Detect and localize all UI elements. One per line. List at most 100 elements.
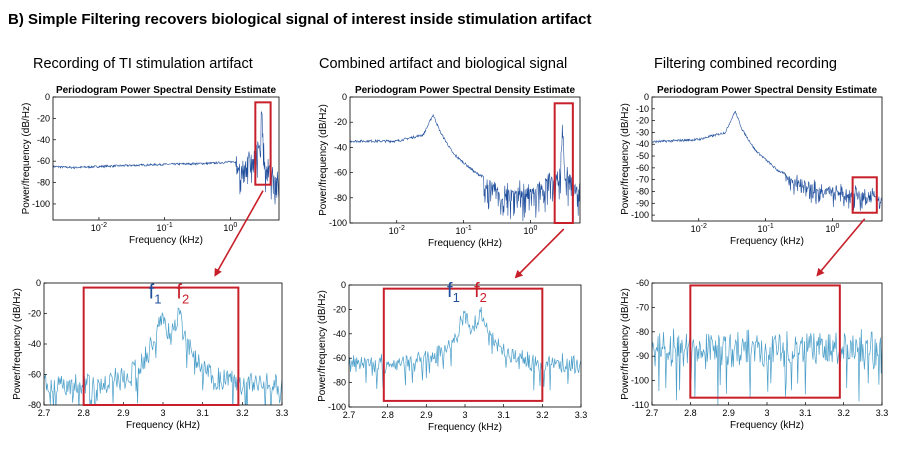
y-tick-label: -70 [636,302,649,312]
x-tick-label: 3.3 [876,408,889,418]
y-tick-label: -100 [631,376,649,386]
y-axis-label: Power/frequency (dB/Hz) [21,103,32,215]
chart-series-group [44,307,282,405]
axes-frame [349,96,581,224]
y-tick-label: 0 [45,92,50,102]
x-tick-label: 2.7 [38,408,51,418]
x-axis-label: Frequency (kHz) [730,420,804,431]
x-tick-exponent: -2 [101,222,107,229]
y-tick-label: -60 [636,163,649,173]
chart-panel-bottom-1: 2.7 2.8 2.9 3 3.1 3.2 3.3 0 -20 -40 -60 -80 Frequenc… [12,278,288,431]
frequency-label: f2 [176,281,189,306]
y-tick-label: -80 [333,378,346,388]
column-title-2: Combined artifact and biological signal [319,56,567,72]
x-tick-label: 2.9 [117,408,130,418]
y-tick-label: -40 [37,135,50,145]
x-axis-label: Frequency (kHz) [129,235,203,246]
y-tick-label: -50 [636,151,649,161]
x-tick-label: 10-1 [455,225,471,236]
figure-heading: B) Simple Filtering recovers biological … [8,11,591,28]
y-tick-label: -60 [28,370,41,380]
zoom-arrows [214,190,866,279]
y-axis-label: Power/frequency (dB/Hz) [318,104,329,216]
frequency-label: f1 [149,281,162,306]
highlight-box [851,176,878,214]
x-tick-exponent: -2 [701,223,707,230]
y-tick-label: -60 [636,278,649,288]
series-line-0 [350,114,580,222]
y-tick-label: -90 [636,351,649,361]
frequency-label-subscript: 1 [453,290,460,305]
chart-series-group [350,114,580,222]
x-tick-label: 3 [764,408,769,418]
y-tick-label: -100 [328,402,346,412]
chart-panel-bottom-3: 2.7 2.8 2.9 3 3.1 3.2 3.3 -60 -70 -80 -90 -100 -110 F… [620,278,888,431]
x-tick-label: 100 [826,223,840,234]
axes-frame [52,96,280,221]
chart-title: Periodogram Power Spectral Density Estim… [657,85,878,96]
y-tick-label: 0 [36,278,41,288]
x-tick-label: 3.2 [837,408,850,418]
y-tick-label: -10 [636,104,649,114]
x-tick-label: 100 [524,225,538,236]
y-tick-label: -40 [334,142,347,152]
y-tick-label: -100 [631,210,649,220]
chart-panel-top-1: Periodogram Power Spectral Density Estim… [21,85,280,246]
y-tick-label: -80 [636,327,649,337]
x-tick-exponent: 0 [836,223,840,230]
y-tick-label: -70 [636,175,649,185]
y-tick-label: -90 [636,198,649,208]
y-tick-label: -20 [28,309,41,319]
series-line-0 [44,307,282,405]
x-tick-label: 2.7 [343,410,356,420]
x-tick-label: 10-2 [389,225,405,236]
frequency-label: f1 [447,280,460,305]
y-tick-label: -100 [329,218,347,228]
y-axis-label: Power/frequency (dB/Hz) [12,288,23,400]
x-tick-label: 100 [223,222,237,233]
chart-title: Periodogram Power Spectral Density Estim… [56,85,277,96]
y-axis-label: Power/frequency (dB/Hz) [317,290,328,402]
x-tick-label: 2.8 [684,408,697,418]
x-tick-exponent: 0 [233,222,237,229]
y-axis-label: Power/frequency (dB/Hz) [620,103,631,215]
x-tick-label: 10-1 [157,222,173,233]
y-tick-label: 0 [341,280,346,290]
y-tick-label: -80 [636,186,649,196]
column-title-1: Recording of TI stimulation artifact [33,56,253,72]
y-tick-label: -40 [333,329,346,339]
y-tick-label: -40 [636,139,649,149]
chart-title: Periodogram Power Spectral Density Estim… [355,85,576,96]
y-tick-label: -60 [333,353,346,363]
series-line-0 [53,111,279,205]
chart-panel-bottom-2: 2.7 2.8 2.9 3 3.1 3.2 3.3 0 -20 -40 -60 -80 -100 Freq… [317,280,587,433]
x-tick-label: 3.1 [799,408,812,418]
y-tick-label: -20 [636,116,649,126]
y-tick-label: -60 [37,156,50,166]
frequency-label-subscript: 2 [182,291,189,306]
highlight-box [254,101,272,186]
x-axis-label: Frequency (kHz) [730,236,804,247]
x-tick-label: 2.8 [77,408,90,418]
y-tick-label: -40 [28,339,41,349]
y-tick-label: -20 [37,113,50,123]
x-tick-exponent: 0 [534,225,538,232]
x-tick-label: 3.3 [276,408,289,418]
chart-series-group [652,110,882,211]
y-tick-label: 0 [644,92,649,102]
x-tick-exponent: -1 [768,223,774,230]
x-tick-label: 2.8 [381,410,394,420]
x-tick-label: 3.2 [536,410,549,420]
zoom-arrow [816,218,866,277]
x-tick-exponent: -1 [466,225,472,232]
chart-series-group [652,328,882,405]
y-tick-label: -80 [28,400,41,410]
zoom-arrow [514,228,565,279]
y-tick-label: -20 [334,117,347,127]
column-title-3: Filtering combined recording [654,56,837,72]
x-axis-label: Frequency (kHz) [428,422,502,433]
series-line-0 [652,328,882,405]
x-tick-label: 2.9 [722,408,735,418]
x-tick-label: 3.1 [497,410,510,420]
